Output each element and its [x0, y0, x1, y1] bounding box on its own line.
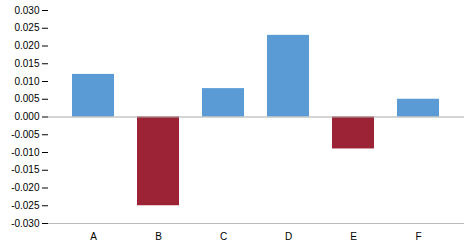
svg-text:-0.020: -0.020	[11, 182, 40, 193]
svg-text:0.010: 0.010	[14, 76, 39, 87]
svg-text:-0.015: -0.015	[11, 164, 40, 175]
svg-text:F: F	[415, 231, 421, 242]
svg-text:0.000: 0.000	[14, 111, 39, 122]
svg-text:-0.030: -0.030	[11, 218, 40, 229]
svg-text:A: A	[90, 231, 97, 242]
svg-text:-0.010: -0.010	[11, 147, 40, 158]
svg-text:D: D	[285, 231, 292, 242]
svg-text:C: C	[220, 231, 227, 242]
svg-text:-0.025: -0.025	[11, 200, 40, 211]
svg-text:0.020: 0.020	[14, 40, 39, 51]
svg-text:B: B	[155, 231, 162, 242]
svg-text:0.005: 0.005	[14, 93, 39, 104]
svg-text:E: E	[350, 231, 357, 242]
svg-text:0.015: 0.015	[14, 58, 39, 69]
svg-text:0.030: 0.030	[14, 5, 39, 16]
svg-text:0.025: 0.025	[14, 22, 39, 33]
svg-text:-0.005: -0.005	[11, 129, 40, 140]
